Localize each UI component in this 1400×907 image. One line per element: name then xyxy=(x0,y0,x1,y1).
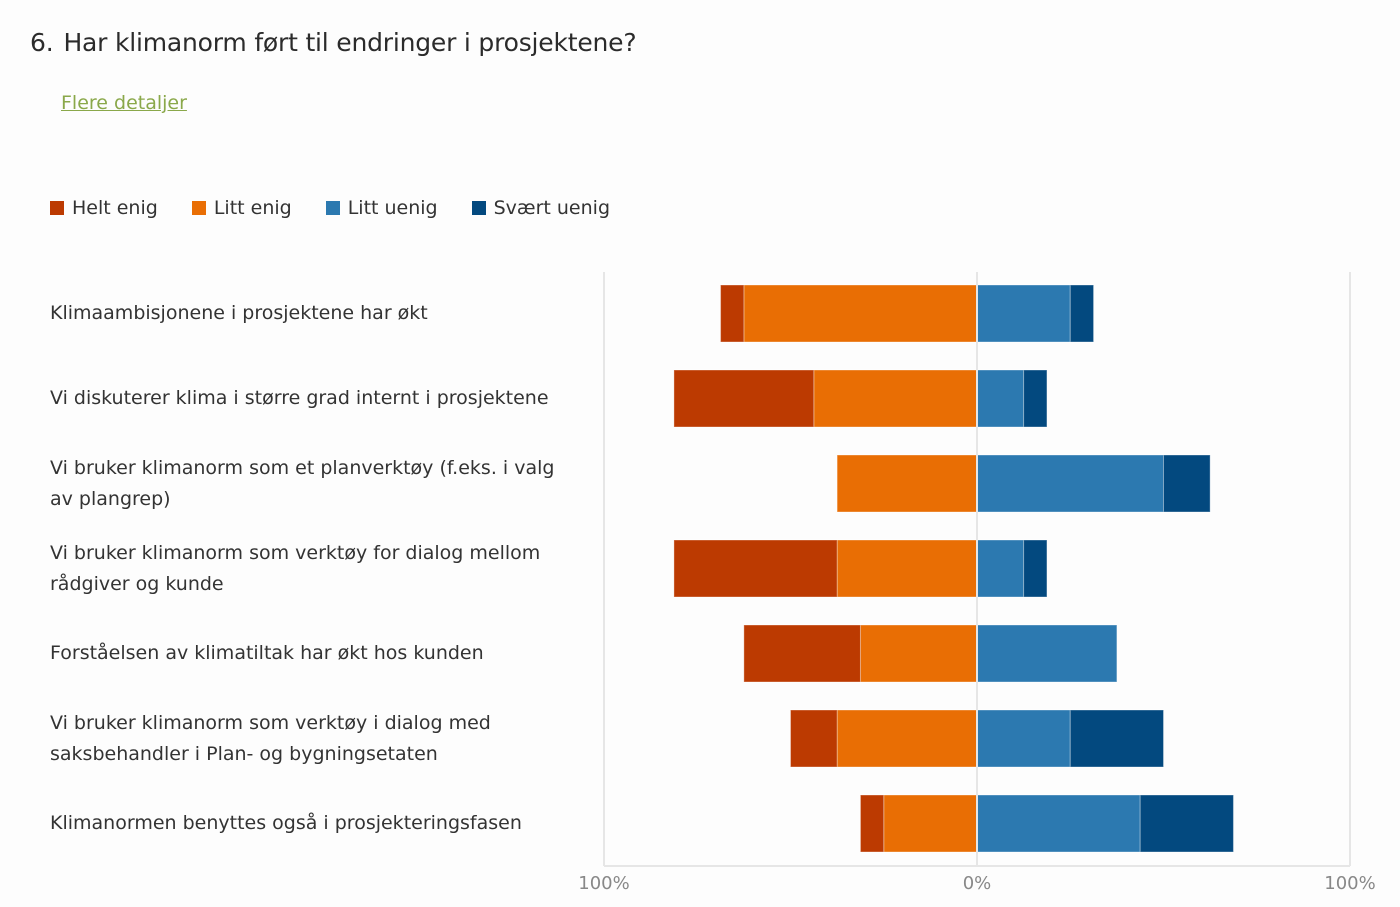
bar-segment-litt-uenig xyxy=(976,539,1025,598)
legend-label: Helt enig xyxy=(72,197,158,219)
bar-segment-svaert-uenig xyxy=(1023,369,1048,428)
legend-swatch-helt-enig xyxy=(50,201,64,215)
bar-segment-litt-enig xyxy=(883,794,978,853)
bar-segment-helt-enig xyxy=(673,369,815,428)
category-label: Vi bruker klimanorm som et planverktøy (… xyxy=(50,456,555,510)
legend-label: Litt enig xyxy=(213,197,292,219)
category-label: Klimaambisjonene i prosjektene har økt xyxy=(50,302,428,324)
bar-segment-litt-enig xyxy=(836,539,978,598)
bar-segment-litt-uenig xyxy=(976,369,1025,428)
more-details-link[interactable]: Flere detaljer xyxy=(61,92,187,114)
bar-segment-litt-uenig xyxy=(976,709,1071,768)
bar-segment-svaert-uenig xyxy=(1069,284,1095,343)
x-tick-label: 0% xyxy=(963,873,992,894)
bar-segment-litt-uenig xyxy=(976,454,1164,513)
bar-segment-litt-uenig xyxy=(976,624,1118,683)
category-label: Vi bruker klimanorm som verktøy i dialog… xyxy=(50,711,491,765)
legend-swatch-svaert-uenig xyxy=(471,201,486,215)
legend-item-helt-enig[interactable]: Helt enig xyxy=(50,197,158,219)
legend-label: Svært uenig xyxy=(493,197,610,219)
bar-segment-helt-enig xyxy=(743,624,861,683)
bar-segment-litt-enig xyxy=(836,709,978,768)
legend-swatch-litt-enig xyxy=(191,201,206,215)
category-label: Vi bruker klimanorm som verktøy for dial… xyxy=(50,541,541,595)
legend-item-svaert-uenig[interactable]: Svært uenig xyxy=(471,197,610,219)
category-label: Klimanormen benyttes også i prosjekterin… xyxy=(50,812,522,834)
x-tick-label: 100% xyxy=(1324,873,1375,894)
bar-segment-litt-enig xyxy=(836,454,978,513)
question-number: 6. xyxy=(30,28,54,57)
bar-segment-svaert-uenig xyxy=(1163,454,1211,513)
bar-segment-litt-enig xyxy=(859,624,978,683)
bar-segment-helt-enig xyxy=(720,284,745,343)
bar-segment-svaert-uenig xyxy=(1023,539,1048,598)
bar-segment-litt-uenig xyxy=(976,794,1141,853)
question-text: Har klimanorm ført til endringer i prosj… xyxy=(63,28,637,57)
question-title: 6. Har klimanorm ført til endringer i pro… xyxy=(30,28,637,57)
bar-segment-litt-uenig xyxy=(976,284,1071,343)
legend-swatch-litt-uenig xyxy=(325,201,340,215)
legend-item-litt-enig[interactable]: Litt enig xyxy=(191,197,292,219)
bar-segment-svaert-uenig xyxy=(1139,794,1234,853)
bar-segment-litt-enig xyxy=(813,369,978,428)
bar-segment-helt-enig xyxy=(673,539,838,598)
chart-legend: Helt enig Litt enig Litt uenig Svært uen… xyxy=(50,197,644,219)
category-label: Vi diskuterer klima i større grad intern… xyxy=(50,387,549,409)
legend-label: Litt uenig xyxy=(347,197,438,219)
category-label: Forståelsen av klimatiltak har økt hos k… xyxy=(50,642,484,664)
bar-segment-helt-enig xyxy=(790,709,838,768)
bar-segment-helt-enig xyxy=(859,794,885,853)
x-tick-label: 100% xyxy=(578,873,629,894)
bar-segment-litt-enig xyxy=(743,284,978,343)
legend-item-litt-uenig[interactable]: Litt uenig xyxy=(325,197,438,219)
bar-segment-svaert-uenig xyxy=(1069,709,1164,768)
